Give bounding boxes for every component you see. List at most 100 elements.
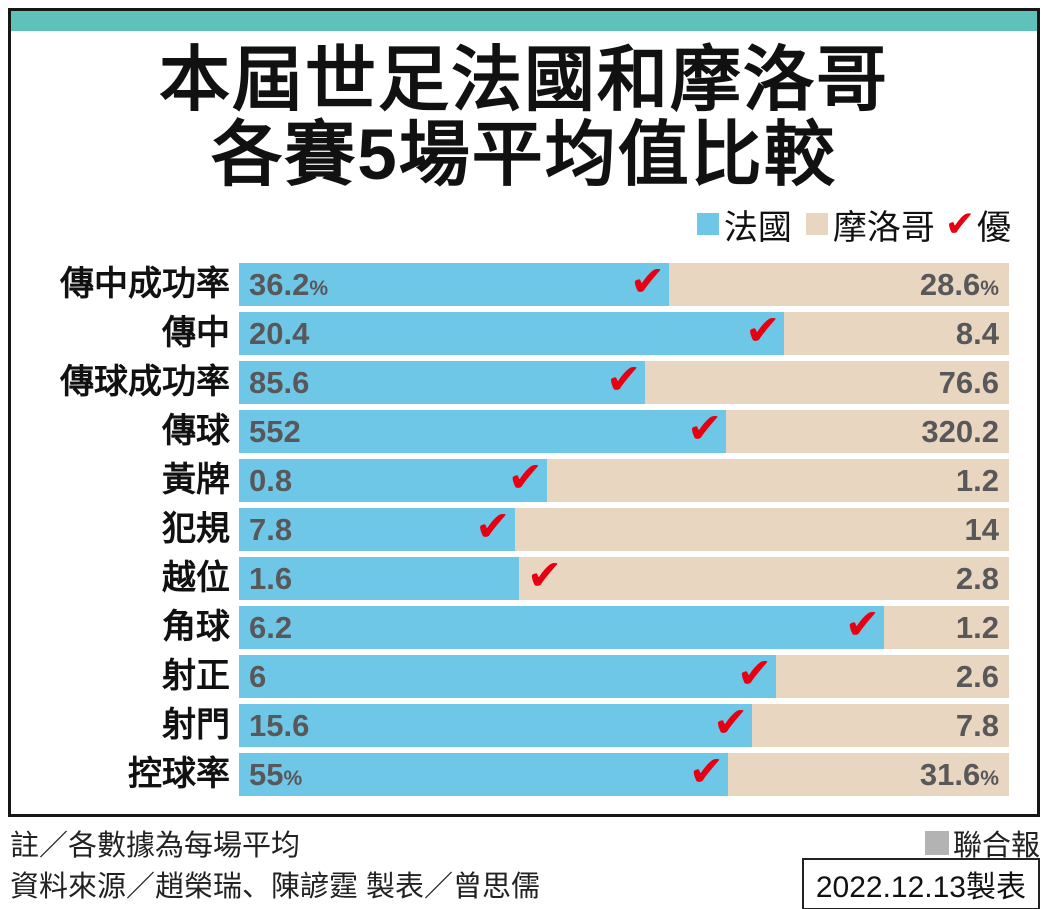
row-label: 黃牌 xyxy=(162,460,230,499)
row-label: 傳球成功率 xyxy=(60,362,230,401)
chart-row: 傳中 20.4 8.4 ✔ xyxy=(11,306,1037,355)
france-bar: 55% xyxy=(239,752,729,796)
press-name: 聯合報 xyxy=(952,830,1040,862)
morocco-value: 76.6 xyxy=(938,364,999,400)
legend-france-swatch xyxy=(696,213,719,235)
check-icon: ✔ xyxy=(944,203,975,244)
teal-accent-bar xyxy=(11,11,1037,31)
bar-track: 36.2% 28.6% ✔ xyxy=(239,260,1009,306)
press-square-icon xyxy=(924,831,949,855)
morocco-bar: 28.6% xyxy=(669,262,1009,306)
bar-track: 6.2 1.2 ✔ xyxy=(239,600,1009,649)
france-bar: 15.6 xyxy=(239,703,753,747)
row-label: 犯規 xyxy=(162,509,230,548)
morocco-bar: 1.2 xyxy=(884,605,1009,649)
morocco-bar: 76.6 xyxy=(645,360,1009,404)
france-value: 1.6 xyxy=(249,560,293,596)
press-credit: 聯合報 xyxy=(924,822,1040,864)
bar-track: 0.8 1.2 ✔ xyxy=(239,453,1009,502)
chart-row: 傳球 552 320.2 ✔ xyxy=(11,404,1037,453)
morocco-bar: 14 xyxy=(514,507,1009,551)
france-value: 55% xyxy=(249,756,303,792)
morocco-bar: 2.6 xyxy=(776,654,1009,698)
legend-morocco-label: 摩洛哥 xyxy=(832,208,935,247)
better-check-icon: ✔ xyxy=(844,600,881,648)
morocco-value: 14 xyxy=(964,511,999,547)
morocco-value: 320.2 xyxy=(921,413,999,449)
row-label: 控球率 xyxy=(128,754,230,793)
bar-track: 552 320.2 ✔ xyxy=(239,404,1009,453)
chart-row: 射正 6 2.6 ✔ xyxy=(11,649,1037,698)
row-label: 射門 xyxy=(162,705,230,744)
france-value: 20.4 xyxy=(249,315,310,351)
france-value: 36.2% xyxy=(249,266,329,302)
morocco-bar: 31.6% xyxy=(728,752,1009,796)
france-bar: 36.2% xyxy=(239,262,670,306)
france-value: 85.6 xyxy=(249,364,310,400)
title-line-1: 本屆世足法國和摩洛哥 xyxy=(158,41,889,120)
chart-row: 射門 15.6 7.8 ✔ xyxy=(11,698,1037,747)
bar-track: 15.6 7.8 ✔ xyxy=(239,698,1009,747)
footer-line-2: 資料來源／趙榮瑞、陳諺霆 製表／曾思儒 2022.12.13製表 xyxy=(10,858,1040,909)
chart-row: 傳球成功率 85.6 76.6 ✔ xyxy=(11,355,1037,404)
morocco-bar: 320.2 xyxy=(726,409,1009,453)
better-check-icon: ✔ xyxy=(606,355,642,403)
better-check-icon: ✔ xyxy=(688,747,725,795)
chart-frame: 本屆世足法國和摩洛哥 各賽5場平均值比較 法國 摩洛哥 ✔ 優 傳中成功率 36.… xyxy=(8,8,1040,817)
france-bar: 20.4 xyxy=(239,311,785,355)
morocco-value: 31.6% xyxy=(919,756,999,792)
morocco-value: 8.4 xyxy=(955,315,999,351)
france-value: 7.8 xyxy=(249,511,293,547)
chart-row: 越位 1.6 2.8 ✔ xyxy=(11,551,1037,600)
bar-track: 6 2.6 ✔ xyxy=(239,649,1009,698)
france-value: 6 xyxy=(249,658,267,694)
title-line-2: 各賽5場平均值比較 xyxy=(211,116,837,196)
bar-track: 85.6 76.6 ✔ xyxy=(239,355,1009,404)
france-value: 552 xyxy=(249,413,301,449)
morocco-value: 7.8 xyxy=(955,707,999,743)
morocco-value: 2.6 xyxy=(955,658,999,694)
chart-row: 控球率 55% 31.6% ✔ xyxy=(11,747,1037,796)
better-check-icon: ✔ xyxy=(527,551,563,599)
morocco-bar: 8.4 xyxy=(784,311,1009,355)
row-label: 傳中 xyxy=(162,313,230,352)
morocco-bar: 1.2 xyxy=(547,458,1009,502)
france-value: 6.2 xyxy=(249,609,293,645)
chart-rows: 傳中成功率 36.2% 28.6% ✔ 傳中 20.4 8.4 ✔ 傳球成功率 85.6 76.6 ✔… xyxy=(11,260,1037,796)
footer-line-1: 註／各數據為每場平均 聯合報 xyxy=(10,822,1040,864)
morocco-value: 1.2 xyxy=(955,609,999,645)
better-check-icon: ✔ xyxy=(687,404,723,452)
france-bar: 85.6 xyxy=(239,360,646,404)
france-value: 0.8 xyxy=(249,462,293,498)
better-check-icon: ✔ xyxy=(737,649,773,697)
morocco-value: 1.2 xyxy=(955,462,999,498)
france-bar: 552 xyxy=(239,409,727,453)
footer-source: 資料來源／趙榮瑞、陳諺霆 製表／曾思儒 xyxy=(10,871,541,903)
france-bar: 1.6 xyxy=(239,556,519,600)
date-box: 2022.12.13製表 xyxy=(801,858,1040,909)
bar-track: 20.4 8.4 ✔ xyxy=(239,306,1009,355)
row-label: 傳球 xyxy=(162,411,230,450)
better-check-icon: ✔ xyxy=(745,306,781,354)
better-check-icon: ✔ xyxy=(713,698,749,746)
better-check-icon: ✔ xyxy=(475,502,511,550)
row-label: 角球 xyxy=(162,607,230,646)
row-label: 傳中成功率 xyxy=(60,264,230,303)
france-value: 15.6 xyxy=(249,707,310,743)
better-check-icon: ✔ xyxy=(507,453,543,501)
legend-france-label: 法國 xyxy=(723,208,792,247)
france-bar: 6.2 xyxy=(239,605,885,649)
france-bar: 6 xyxy=(239,654,777,698)
chart-row: 犯規 7.8 14 ✔ xyxy=(11,502,1037,551)
france-bar: 7.8 xyxy=(239,507,515,551)
morocco-value: 28.6% xyxy=(919,266,999,302)
france-bar: 0.8 xyxy=(239,458,547,502)
morocco-bar: 2.8 xyxy=(519,556,1009,600)
legend-morocco-swatch xyxy=(805,213,828,235)
morocco-value: 2.8 xyxy=(955,560,999,596)
morocco-bar: 7.8 xyxy=(752,703,1009,747)
page-title: 本屆世足法國和摩洛哥 各賽5場平均值比較 xyxy=(11,43,1037,194)
bar-track: 55% 31.6% ✔ xyxy=(239,747,1009,796)
chart-row: 傳中成功率 36.2% 28.6% ✔ xyxy=(11,260,1037,306)
